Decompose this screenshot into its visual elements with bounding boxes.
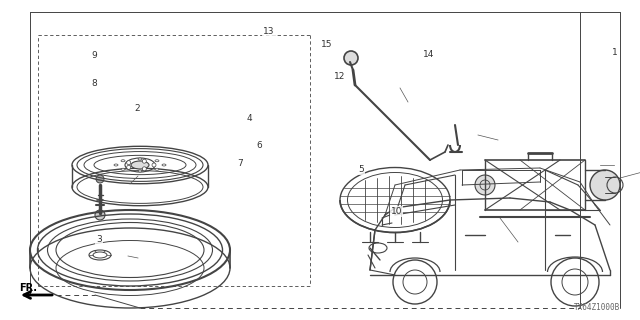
Text: 2: 2 [135,104,140,113]
Circle shape [142,159,147,163]
Ellipse shape [121,168,125,170]
Circle shape [152,163,156,167]
Text: 15: 15 [321,40,332,49]
Ellipse shape [114,164,118,166]
Circle shape [475,175,495,195]
Circle shape [590,170,620,200]
Text: 5: 5 [359,165,364,174]
Ellipse shape [138,158,142,160]
Text: FR.: FR. [19,283,37,293]
Text: 7: 7 [237,159,243,168]
Ellipse shape [121,160,125,162]
Ellipse shape [131,161,149,169]
Text: 8: 8 [92,79,97,88]
Ellipse shape [162,164,166,166]
Text: 6: 6 [257,141,262,150]
Circle shape [95,210,105,220]
Ellipse shape [138,170,142,172]
Ellipse shape [155,168,159,170]
Circle shape [96,175,104,183]
Text: 10: 10 [391,207,403,216]
Circle shape [127,161,131,165]
Circle shape [142,167,147,171]
Text: 13: 13 [263,28,275,36]
Text: TX64Z1000B: TX64Z1000B [573,303,620,312]
Text: 1: 1 [612,48,617,57]
Text: 4: 4 [247,114,252,123]
Ellipse shape [155,160,159,162]
Text: 12: 12 [333,72,345,81]
Circle shape [127,165,131,169]
Text: 9: 9 [92,52,97,60]
Text: 14: 14 [423,50,435,59]
Text: 3: 3 [97,236,102,244]
Circle shape [344,51,358,65]
